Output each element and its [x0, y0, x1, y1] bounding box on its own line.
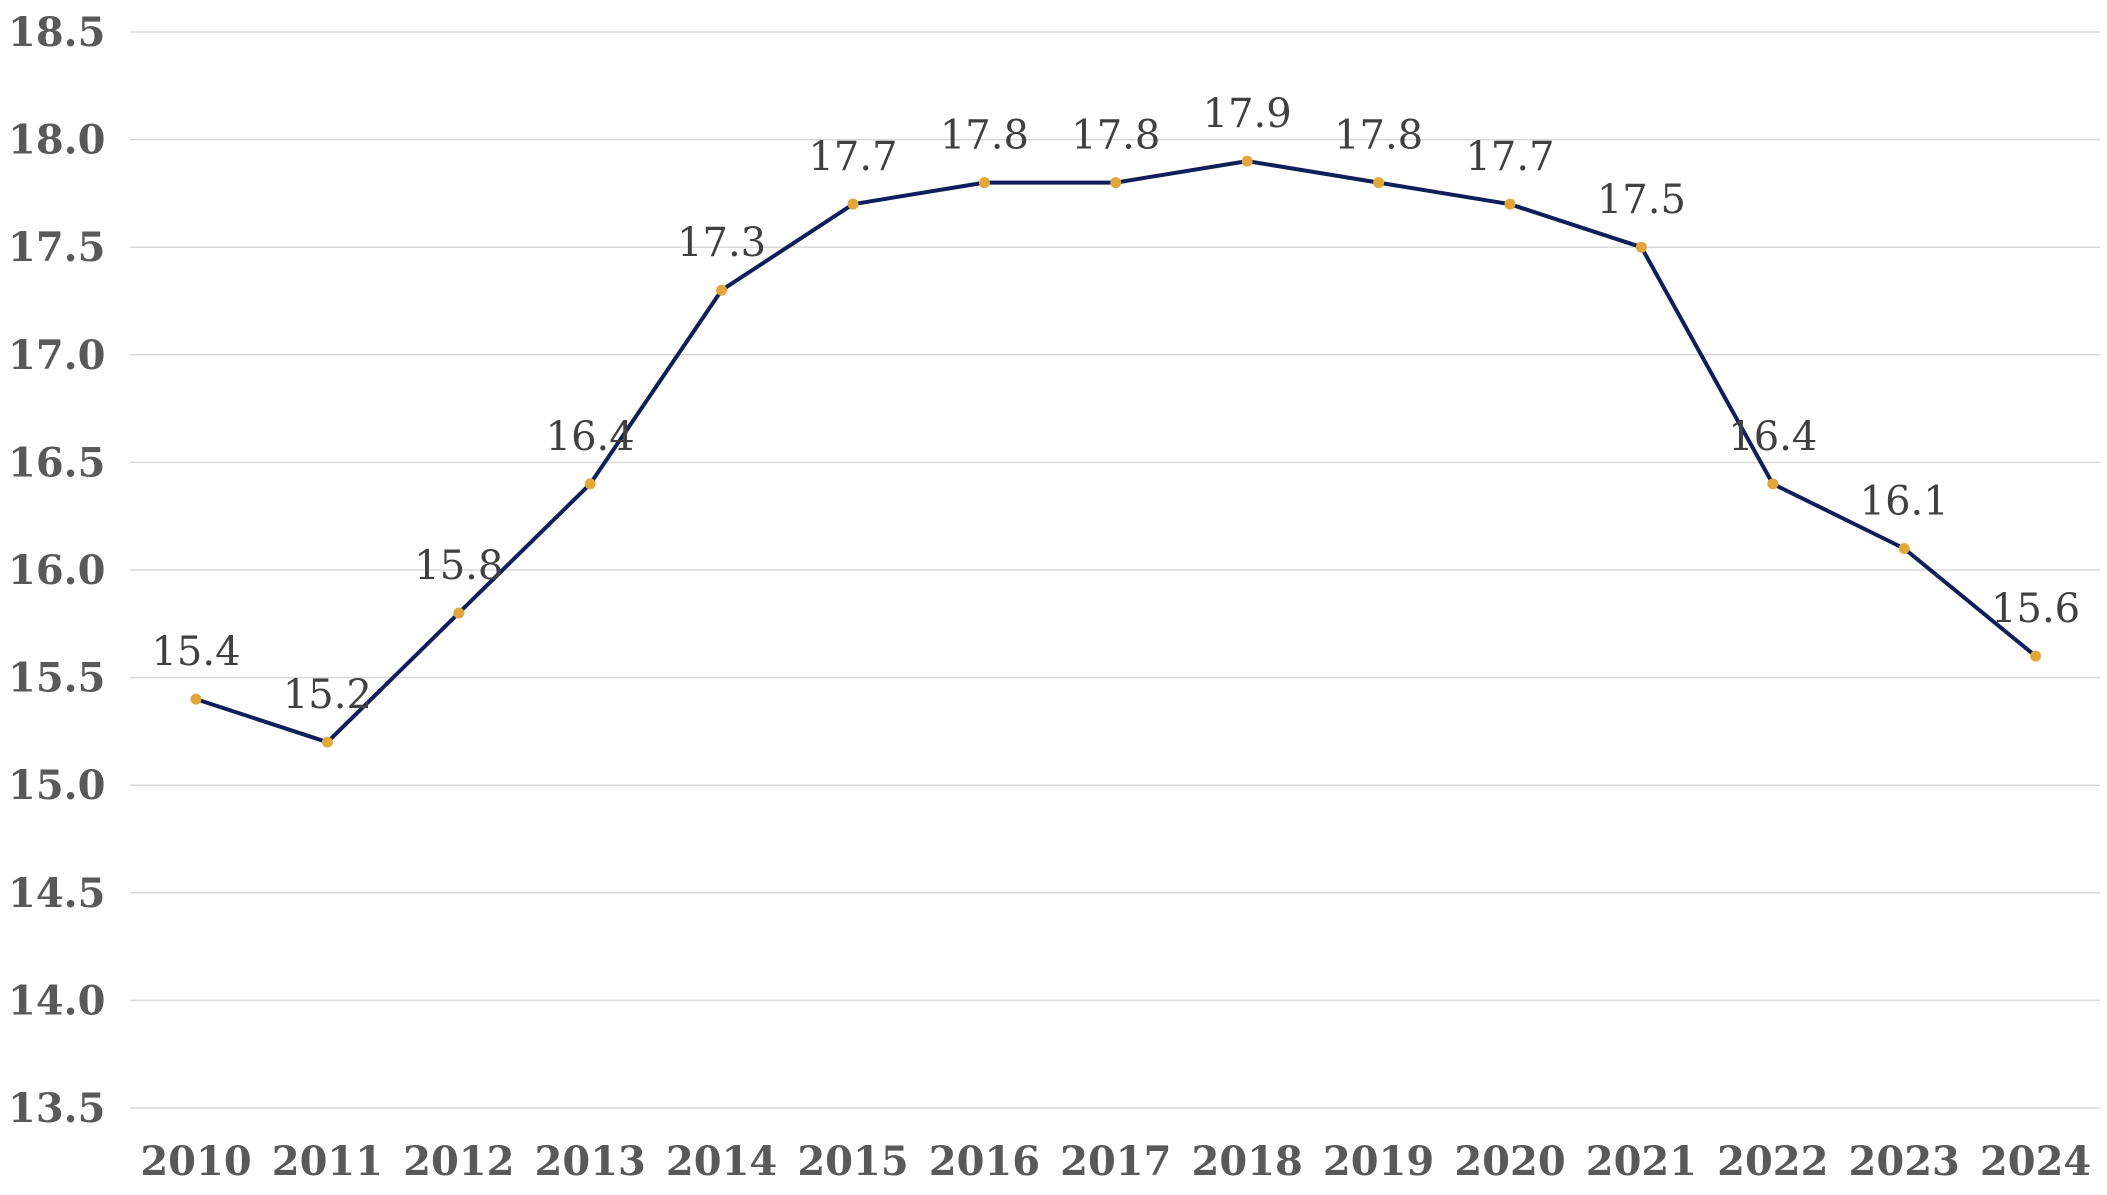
x-axis-tick-labels: 2010 2011 2012 2013 2014 2015 2016 2017 2018 2019… — [140, 1138, 2091, 1185]
data-label: 15.2 — [283, 672, 372, 718]
data-label: 17.7 — [808, 134, 897, 180]
y-tick-label: 14.5 — [8, 870, 105, 917]
data-point-marker — [1504, 198, 1516, 210]
data-point-marker — [190, 693, 202, 705]
x-tick-label: 2024 — [1980, 1138, 2091, 1185]
y-tick-label: 15.5 — [8, 655, 105, 702]
y-axis-tick-labels: 13.5 14.0 14.5 15.0 15.5 16.0 16.5 17.0 17.5 18.0… — [8, 9, 105, 1132]
x-tick-label: 2020 — [1454, 1138, 1565, 1185]
data-point-marker — [1767, 478, 1779, 490]
data-label: 16.1 — [1860, 478, 1949, 524]
y-tick-label: 16.5 — [8, 439, 105, 486]
data-point-marker — [1241, 155, 1253, 167]
data-point-marker — [1373, 177, 1385, 189]
data-label: 17.8 — [1334, 113, 1423, 159]
y-tick-label: 15.0 — [8, 762, 105, 809]
x-tick-label: 2015 — [797, 1138, 908, 1185]
x-tick-label: 2022 — [1717, 1138, 1828, 1185]
data-point-marker — [1898, 542, 1910, 554]
y-tick-label: 16.0 — [8, 547, 105, 594]
y-tick-label: 17.5 — [8, 224, 105, 271]
y-tick-label: 13.5 — [8, 1085, 105, 1132]
data-point-marker — [2030, 650, 2042, 662]
data-label: 15.4 — [151, 629, 240, 675]
data-label: 16.4 — [1728, 414, 1817, 460]
y-tick-label: 18.5 — [8, 9, 105, 56]
data-label: 17.3 — [677, 220, 766, 266]
data-label: 15.8 — [414, 543, 503, 589]
x-tick-label: 2018 — [1192, 1138, 1303, 1185]
data-point-marker — [584, 478, 596, 490]
x-tick-label: 2017 — [1060, 1138, 1171, 1185]
x-tick-label: 2021 — [1586, 1138, 1697, 1185]
gridlines — [130, 31, 2100, 1109]
data-label: 16.4 — [546, 414, 635, 460]
data-labels: 15.4 15.2 15.8 16.4 17.3 17.7 17.8 17.8 17.9 17.8… — [151, 91, 2080, 718]
x-tick-label: 2011 — [272, 1138, 383, 1185]
x-tick-label: 2023 — [1849, 1138, 1960, 1185]
x-tick-label: 2019 — [1323, 1138, 1434, 1185]
x-tick-label: 2010 — [140, 1138, 251, 1185]
y-tick-label: 18.0 — [8, 117, 105, 164]
data-label: 17.7 — [1465, 134, 1554, 180]
data-markers — [190, 155, 2042, 748]
data-point-marker — [321, 736, 333, 748]
data-point-marker — [847, 198, 859, 210]
data-label: 17.9 — [1203, 91, 1292, 137]
x-tick-label: 2013 — [535, 1138, 646, 1185]
data-point-marker — [1110, 177, 1122, 189]
data-label: 17.5 — [1597, 177, 1686, 223]
data-label: 17.8 — [1071, 113, 1160, 159]
y-tick-label: 14.0 — [8, 977, 105, 1024]
x-tick-label: 2014 — [666, 1138, 777, 1185]
data-label: 15.6 — [1991, 586, 2080, 632]
data-point-marker — [453, 607, 465, 619]
data-point-marker — [716, 284, 728, 296]
data-point-marker — [1635, 241, 1647, 253]
y-tick-label: 17.0 — [8, 332, 105, 379]
data-point-marker — [978, 177, 990, 189]
x-tick-label: 2016 — [929, 1138, 1040, 1185]
data-label: 17.8 — [940, 113, 1029, 159]
x-tick-label: 2012 — [403, 1138, 514, 1185]
